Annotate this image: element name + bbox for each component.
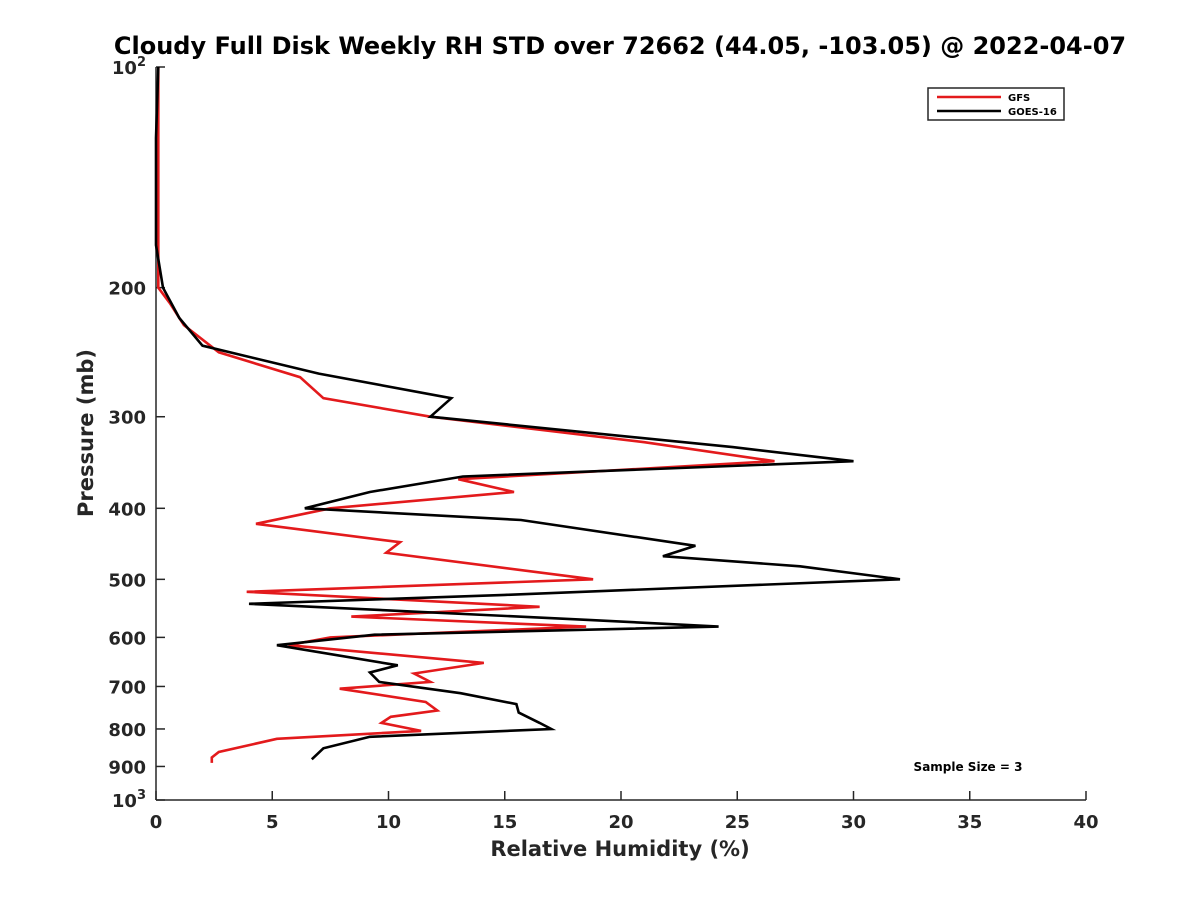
legend: GFS GOES-16 (927, 87, 1065, 121)
chart-title: Cloudy Full Disk Weekly RH STD over 7266… (114, 32, 1126, 60)
y-tick-label: 103 (112, 788, 146, 812)
x-tick-label: 5 (266, 812, 279, 833)
y-tick-label: 800 (108, 720, 146, 741)
y-tick-label: 200 (108, 279, 146, 300)
y-tick-label: 600 (108, 628, 146, 649)
x-tick-label: 0 (150, 812, 163, 833)
x-tick-label: 35 (957, 812, 982, 833)
y-tick-label: 300 (108, 408, 146, 429)
y-tick-label: 900 (108, 757, 146, 778)
y-axis-label: Pressure (mb) (74, 349, 98, 517)
y-tick-label: 500 (108, 570, 146, 591)
x-tick-label: 25 (725, 812, 750, 833)
x-tick-label: 10 (376, 812, 401, 833)
legend-label: GOES-16 (1008, 107, 1057, 118)
y-tick-label: 102 (112, 55, 146, 79)
legend-label: GFS (1008, 93, 1030, 104)
sample-size-annotation: Sample Size = 3 (914, 760, 1023, 774)
y-tick-label: 700 (108, 677, 146, 698)
x-tick-label: 20 (608, 812, 633, 833)
x-tick-label: 40 (1073, 812, 1098, 833)
x-tick-label: 30 (841, 812, 866, 833)
series-line-goes-16 (154, 66, 901, 761)
x-axis-label: Relative Humidity (%) (490, 837, 749, 861)
x-tick-label: 15 (492, 812, 517, 833)
plot-area: 0 5 10 15 20 25 30 35 40 102 200 300 400 500 600 700 800… (108, 55, 1098, 833)
series-line-gfs (157, 67, 775, 763)
y-tick-label: 400 (108, 499, 146, 520)
legend-box (927, 87, 1065, 121)
